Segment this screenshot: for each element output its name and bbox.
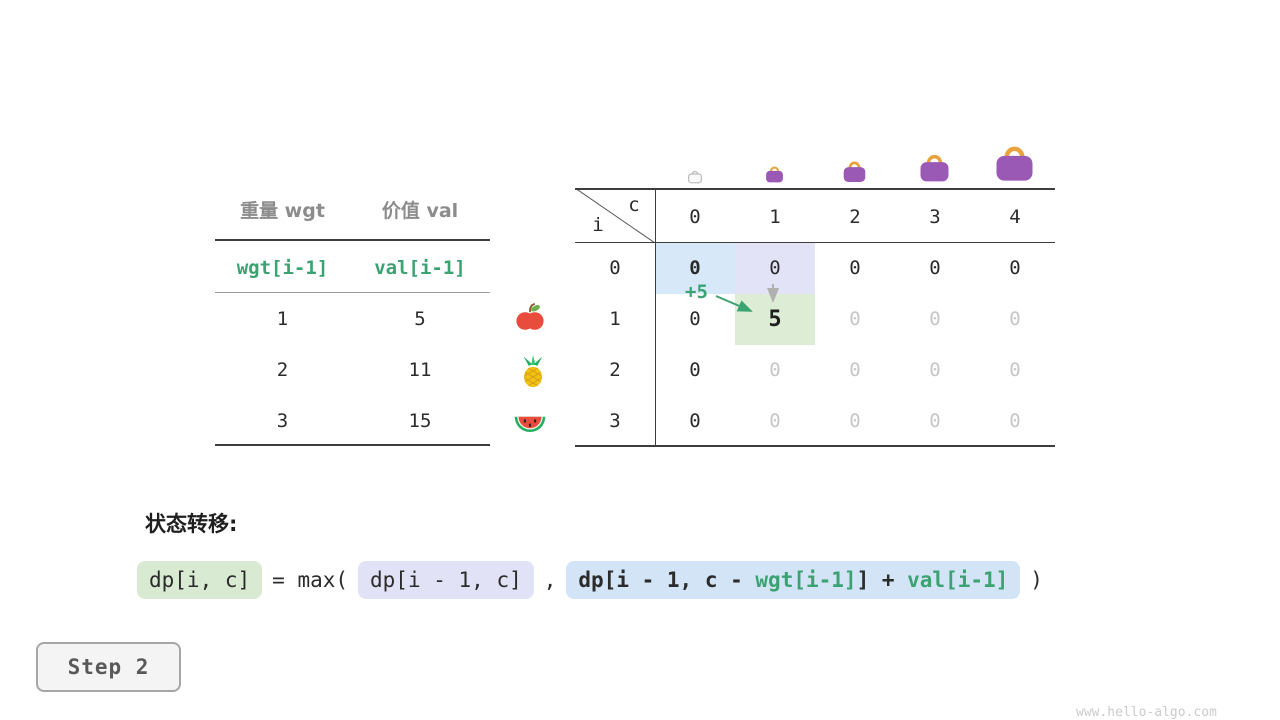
dp-cell: 0 <box>1009 308 1021 330</box>
col-header: 4 <box>1009 206 1021 228</box>
col-header: 0 <box>689 206 701 228</box>
divider <box>215 292 490 293</box>
dp-cell: 0 <box>1009 257 1021 279</box>
bag-icon <box>764 163 785 184</box>
weight-col-header: 重量 wgt <box>240 200 325 222</box>
items-table-header-row: 重量 wgt 价值 val <box>215 198 490 224</box>
formula-close-paren: ) <box>1030 568 1043 592</box>
value-col-header: 价值 val <box>381 200 459 222</box>
state-transition-formula: dp[i, c] = max( dp[i - 1, c] , dp[i - 1,… <box>137 561 1053 599</box>
bag-icon <box>917 149 952 184</box>
dp-cell-option-take-source: 0 <box>655 243 735 294</box>
dp-row-header: 3 <box>609 410 621 432</box>
item-weight: 1 <box>276 308 289 330</box>
apple-icon <box>514 301 546 333</box>
table-border-top <box>575 188 1055 190</box>
wgt-formula-label: wgt[i-1] <box>236 257 329 279</box>
watermark: www.hello-algo.com <box>1076 705 1217 720</box>
dp-cell-current: 5 <box>735 294 815 345</box>
dp-cell: 0 <box>849 359 861 381</box>
bag-icon <box>992 139 1037 184</box>
dp-row-header: 0 <box>609 257 621 279</box>
take-term-val: val[i-1] <box>907 568 1009 592</box>
dp-cell: 0 <box>849 308 861 330</box>
item-weight: 3 <box>276 410 289 432</box>
table-border-bottom <box>575 445 1055 447</box>
dp-table: c i 0 1 2 3 4 0 0 0 0 0 0 1 0 5 0 0 0 2 … <box>575 188 1055 447</box>
dp-cell: 0 <box>929 359 941 381</box>
plus-value-annotation: +5 <box>685 281 708 303</box>
dp-cell: 0 <box>849 410 861 432</box>
item-row: 1 5 <box>215 306 490 332</box>
bag-icon <box>841 157 868 184</box>
take-term-mid: ] + <box>856 568 908 592</box>
divider <box>215 444 490 446</box>
corner-col-label: c <box>628 194 640 216</box>
dp-cell: 0 <box>769 359 781 381</box>
dp-cell: 0 <box>929 308 941 330</box>
formula-operator: = max( <box>272 568 349 592</box>
take-term-wgt: wgt[i-1] <box>755 568 857 592</box>
formula-take-term: dp[i - 1, c - wgt[i-1]] + val[i-1] <box>566 561 1021 599</box>
item-weight: 2 <box>276 359 289 381</box>
watermelon-icon <box>513 404 547 438</box>
items-table-formula-row: wgt[i-1] val[i-1] <box>215 255 490 281</box>
corner-row-label: i <box>592 214 604 236</box>
col-header: 1 <box>769 206 781 228</box>
bag-outline-icon <box>687 168 703 184</box>
dp-cell: 0 <box>1009 410 1021 432</box>
table-row-header-divider <box>655 188 656 447</box>
dp-cell: 0 <box>1009 359 1021 381</box>
col-header: 3 <box>929 206 941 228</box>
dp-cell-option-skip-source: 0 <box>735 243 815 294</box>
table-header-underline <box>575 242 1055 243</box>
dp-cell: 0 <box>929 257 941 279</box>
dp-row: 2 0 0 0 0 0 <box>575 345 1055 396</box>
item-value: 11 <box>408 359 432 381</box>
formula-skip-term: dp[i - 1, c] <box>358 561 534 599</box>
pineapple-icon <box>516 354 550 388</box>
dp-cell: 0 <box>929 410 941 432</box>
dp-col-headers: 0 1 2 3 4 <box>655 203 1055 231</box>
item-value: 5 <box>414 308 426 330</box>
dp-row-header: 2 <box>609 359 621 381</box>
formula-current-term: dp[i, c] <box>137 561 263 599</box>
dp-row-header: 1 <box>609 308 621 330</box>
step-badge: Step 2 <box>36 642 181 692</box>
dp-cell: 0 <box>689 410 701 432</box>
dp-row: 1 0 5 0 0 0 <box>575 294 1055 345</box>
dp-cell: 0 <box>689 308 701 330</box>
col-header: 2 <box>849 206 861 228</box>
take-term-prefix: dp[i - 1, c - <box>578 568 756 592</box>
val-formula-label: val[i-1] <box>374 257 466 279</box>
divider <box>215 239 490 241</box>
item-value: 15 <box>408 410 432 432</box>
dp-cell: 0 <box>849 257 861 279</box>
dp-row: 3 0 0 0 0 0 <box>575 396 1055 447</box>
item-row: 2 11 <box>215 357 490 383</box>
dp-cell: 0 <box>689 359 701 381</box>
dp-cell: 0 <box>769 410 781 432</box>
corner-diagonal <box>575 188 655 243</box>
formula-separator: , <box>543 568 557 592</box>
state-transition-label: 状态转移: <box>145 512 238 536</box>
dp-row: 0 0 0 0 0 0 <box>575 243 1055 294</box>
item-row: 3 15 <box>215 408 490 434</box>
